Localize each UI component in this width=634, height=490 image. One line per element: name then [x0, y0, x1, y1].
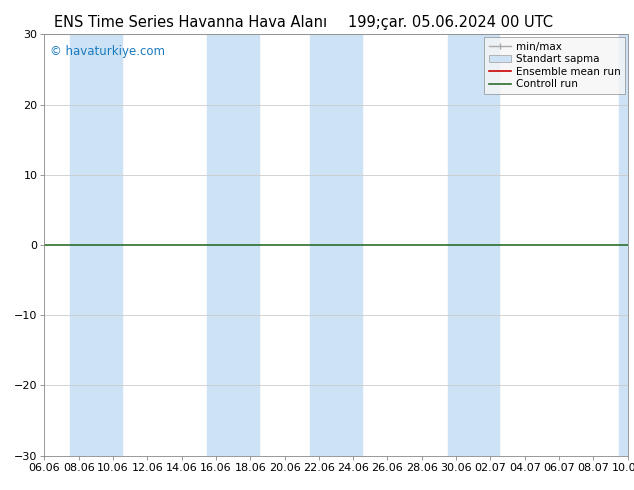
Bar	[448, 34, 499, 456]
Bar	[619, 34, 634, 456]
Bar	[70, 34, 122, 456]
Text: 199;çar. 05.06.2024 00 UTC: 199;çar. 05.06.2024 00 UTC	[347, 15, 553, 30]
Bar	[207, 34, 259, 456]
Legend: min/max, Standart sapma, Ensemble mean run, Controll run: min/max, Standart sapma, Ensemble mean r…	[484, 37, 624, 94]
Bar	[310, 34, 362, 456]
Text: © havaturkiye.com: © havaturkiye.com	[50, 45, 165, 58]
Text: ENS Time Series Havanna Hava Alanı: ENS Time Series Havanna Hava Alanı	[54, 15, 327, 30]
